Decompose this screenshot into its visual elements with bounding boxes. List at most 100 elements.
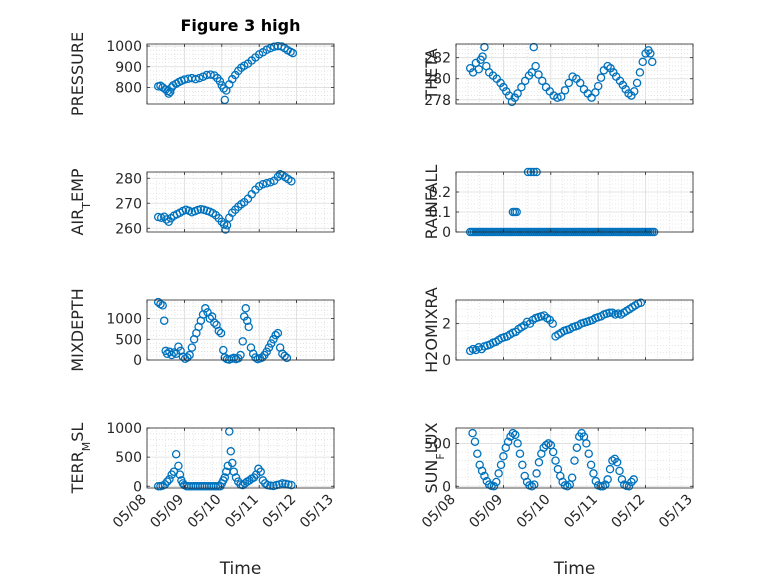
y-tick-label: 1000 [106, 421, 142, 437]
data-point [598, 482, 608, 491]
data-point [266, 339, 276, 348]
data-point [501, 87, 511, 96]
data-point [175, 470, 185, 479]
y-tick-label: 500 [115, 332, 142, 348]
data-point [593, 81, 603, 91]
y-tick-label: 500 [424, 436, 451, 452]
data-point [473, 449, 482, 458]
data-point [515, 449, 525, 458]
data-point [266, 481, 275, 490]
data-point [513, 439, 522, 448]
data-point [556, 92, 566, 101]
data-point [627, 477, 636, 487]
data-point [242, 316, 252, 325]
data-point [238, 337, 247, 346]
data-point [256, 467, 265, 476]
data-point [638, 57, 648, 67]
y-tick-label: 280 [115, 171, 142, 187]
data-point [471, 345, 481, 355]
axes-box [146, 43, 335, 105]
data-point [635, 68, 645, 77]
y-axis-label-rest: LUX [422, 422, 441, 453]
data-point [273, 328, 283, 338]
data-point [527, 482, 537, 491]
data-point [280, 351, 289, 361]
x-tick-label: 05/10 [185, 492, 225, 532]
data-point [165, 475, 174, 484]
x-tick-label: 05/11 [561, 492, 601, 532]
data-point [162, 477, 172, 486]
data-point [544, 439, 553, 448]
data-point [187, 343, 197, 352]
data-point [608, 456, 617, 465]
data-point [465, 63, 475, 73]
data-point [615, 466, 624, 476]
data-point [195, 73, 204, 83]
data-point [627, 91, 636, 100]
data-point [507, 97, 517, 107]
y-tick-label: 500 [115, 450, 142, 466]
data-point [539, 443, 548, 452]
data-point [606, 63, 615, 73]
y-axis-label-subscript: F [434, 453, 447, 459]
data-point [210, 318, 219, 328]
y-axis-label-main: THETA [422, 48, 441, 100]
data-point [532, 469, 541, 478]
data-point [494, 469, 503, 478]
y-tick-label: 0 [442, 479, 451, 495]
data-point [226, 447, 236, 456]
subplot-3: 260 270 280 AIRTEMP [68, 168, 335, 237]
data-point [196, 204, 206, 214]
y-tick-label: 0 [133, 479, 142, 495]
y-axis-label: SUNFLUX [422, 422, 447, 493]
y-axis-label-main: RAINFALL [422, 165, 441, 240]
data-point [518, 460, 527, 470]
data-point [560, 86, 570, 95]
axes-box [455, 427, 694, 489]
data-point [596, 73, 606, 82]
data-point [474, 65, 484, 74]
data-point [609, 68, 618, 77]
y-tick-label: 260 [115, 221, 142, 237]
data-point [529, 42, 538, 52]
y-axis-label: TERRMSL [68, 423, 93, 495]
data-point [214, 326, 224, 336]
data-point [174, 342, 183, 352]
data-point [262, 347, 271, 356]
data-point [231, 473, 241, 482]
data-point [236, 350, 245, 360]
data-point [603, 475, 612, 484]
data-point [511, 327, 520, 337]
data-point [534, 70, 543, 79]
y-axis-label: MIXDEPTH [68, 288, 87, 371]
y-tick-label: 0 [442, 353, 451, 369]
data-point [646, 49, 655, 58]
data-point [480, 42, 489, 52]
data-point [503, 437, 513, 446]
y-tick-label: 1000 [106, 39, 142, 55]
data-point [216, 328, 226, 338]
axes-box [146, 299, 335, 361]
data-point [158, 301, 167, 310]
x-tick-label: 05/11 [222, 492, 262, 532]
data-point [553, 93, 562, 102]
data-point [508, 428, 518, 438]
data-point [647, 57, 657, 67]
x-tick-label: 05/12 [609, 492, 649, 532]
data-point [617, 475, 627, 484]
data-point [478, 52, 487, 61]
data-point [206, 70, 215, 79]
data-point [264, 343, 274, 352]
y-axis-label-rest: EMP [68, 168, 87, 202]
data-point [260, 479, 270, 488]
data-point [266, 43, 275, 53]
data-point [185, 350, 194, 360]
data-point [220, 95, 230, 105]
data-point [624, 482, 634, 491]
x-tick-label: 05/09 [466, 492, 506, 532]
y-tick-label: 0.2 [429, 185, 451, 201]
y-axis-label-main: PRESSURE [68, 32, 87, 116]
data-point [288, 48, 298, 58]
y-tick-label: 800 [115, 80, 142, 96]
